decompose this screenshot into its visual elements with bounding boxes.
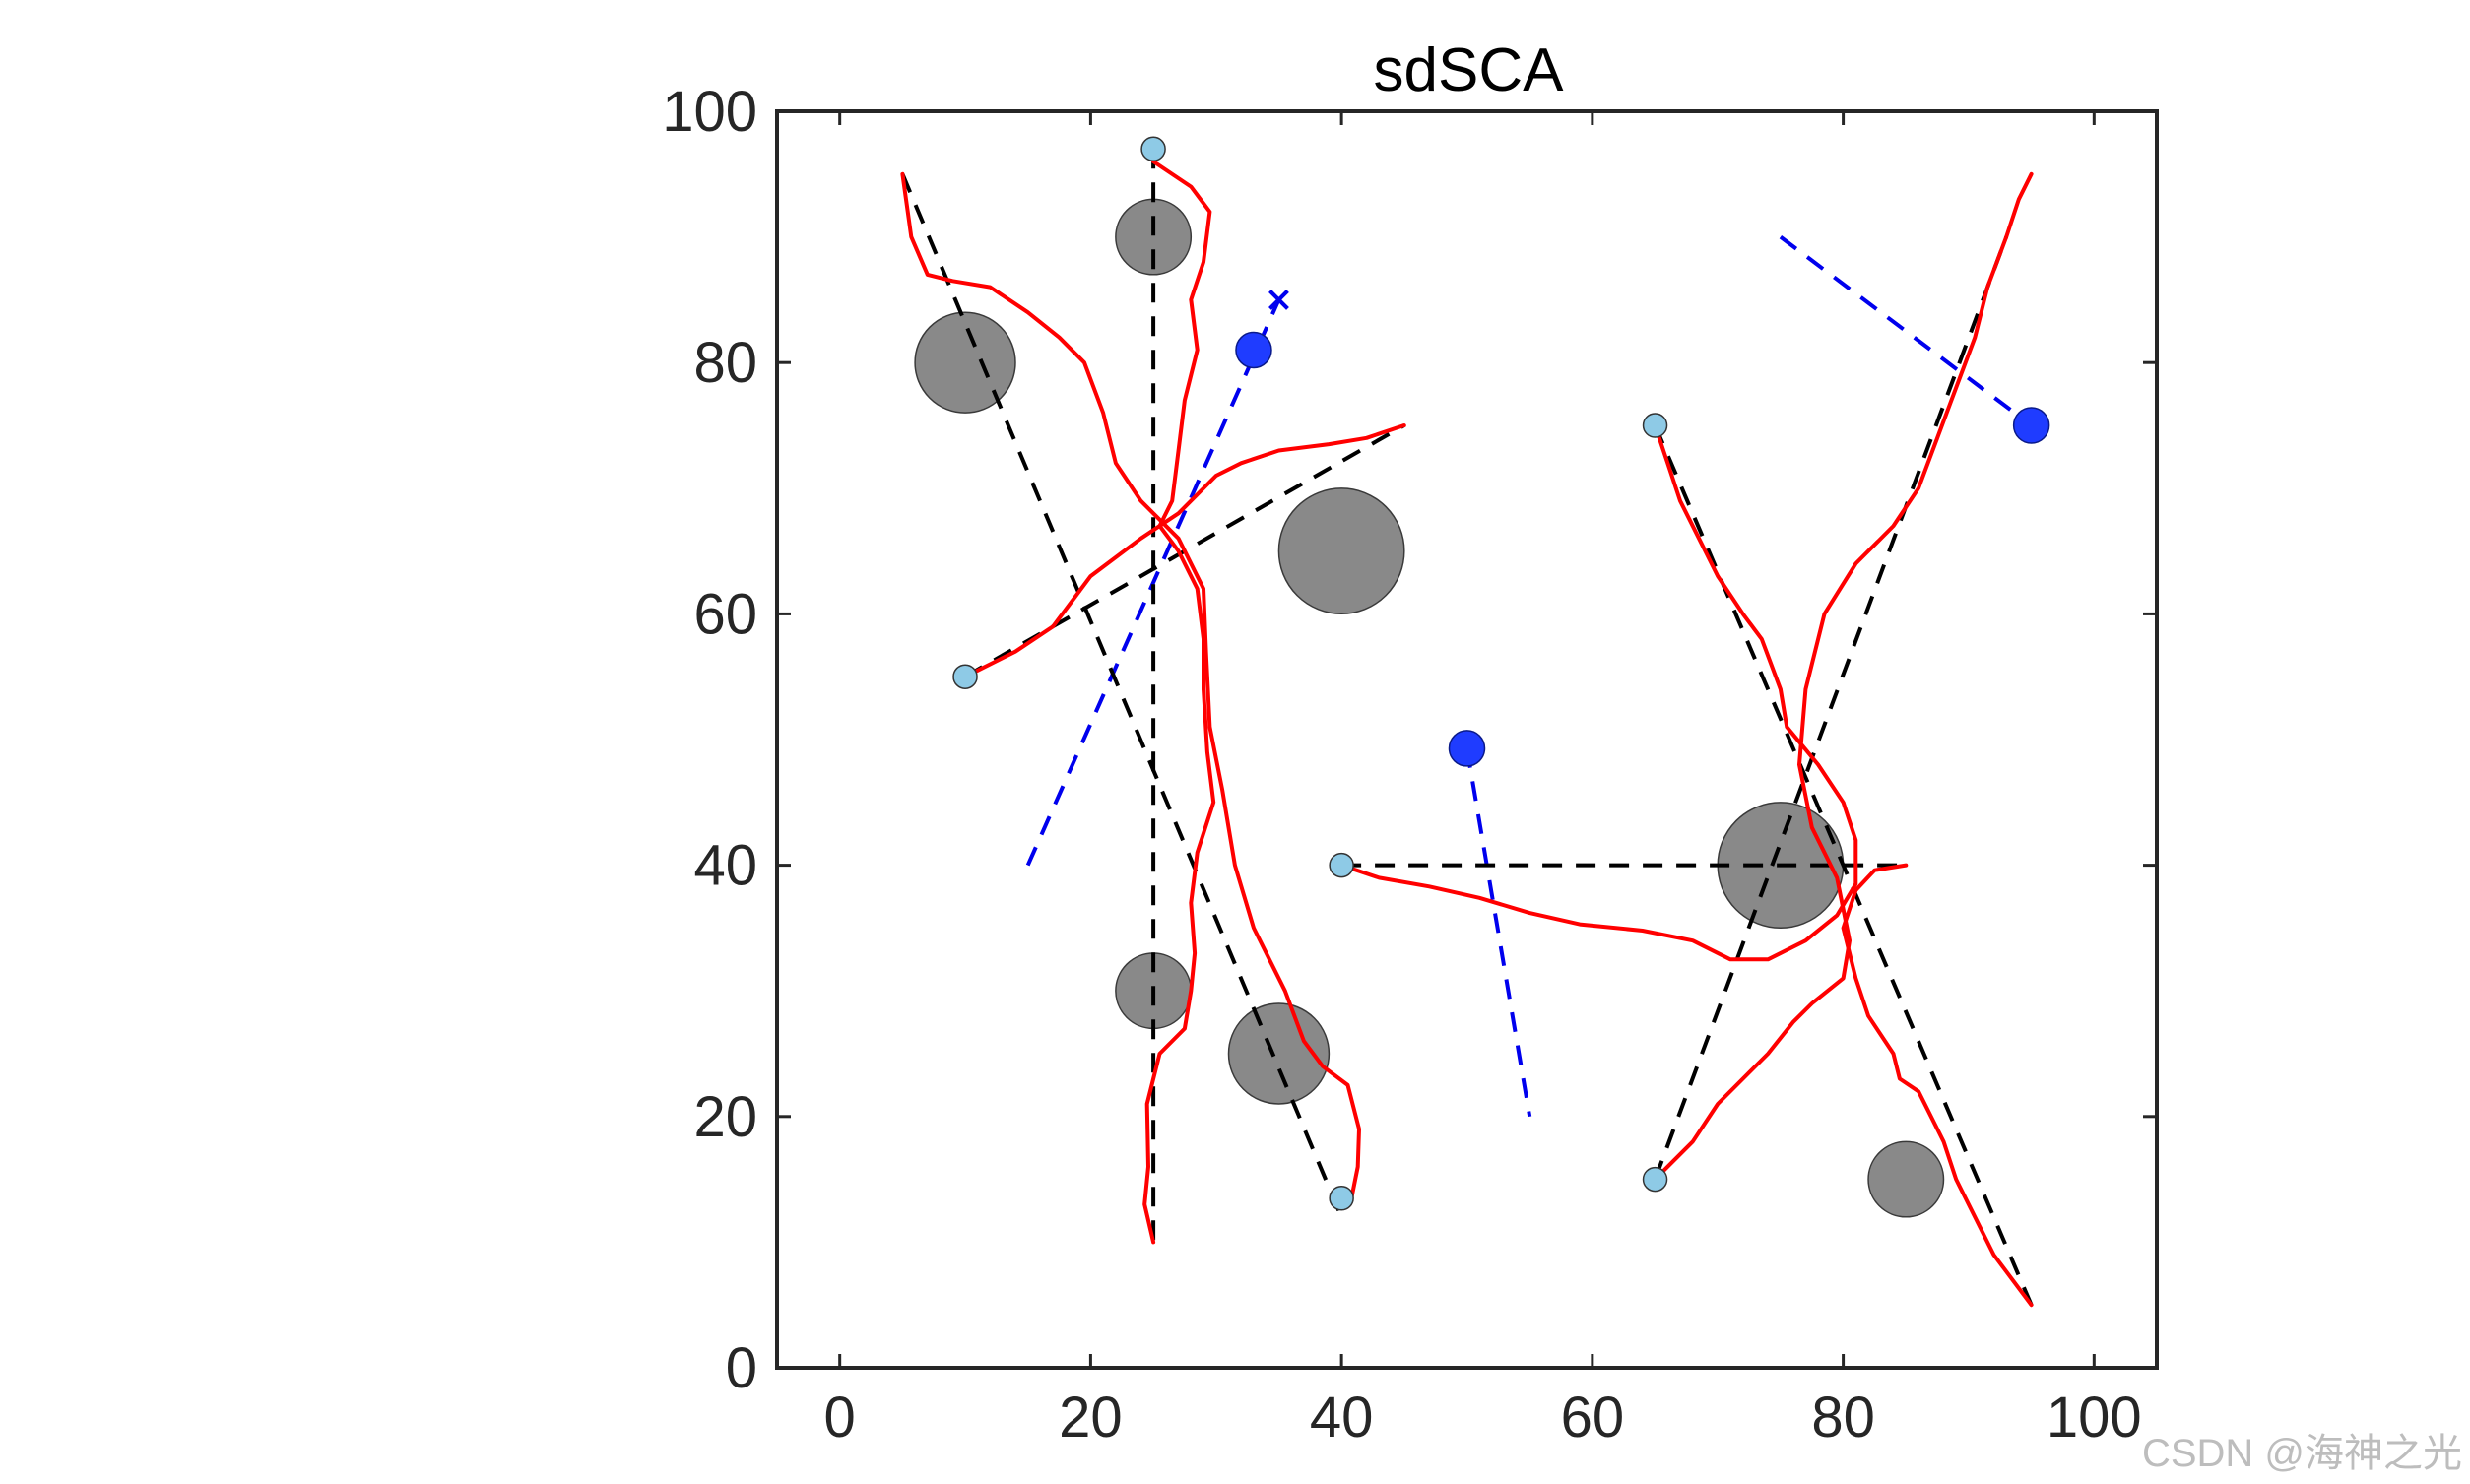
dynamic-obstacle-path-2 (1464, 747, 1532, 1118)
planned-path-6 (1653, 171, 2034, 1182)
x-tick-label: 80 (1811, 1386, 1875, 1450)
x-tick-label: 20 (1059, 1386, 1123, 1450)
start-point-4 (1329, 1185, 1354, 1211)
watermark: CSDN @海神之光 (2141, 1432, 2462, 1475)
start-point-2 (952, 664, 978, 689)
y-tick-label: 100 (662, 80, 757, 144)
x-tick-label: 100 (2047, 1386, 2142, 1450)
dynamic-obstacle-path-3 (1779, 235, 2033, 427)
y-tick-label: 40 (693, 834, 757, 898)
obstacle-7 (1867, 1140, 1945, 1218)
dynamic-obstacle-2 (1448, 730, 1486, 767)
reference-path-2 (900, 173, 1343, 1218)
dynamic-end-marker (1268, 289, 1289, 310)
y-tick-label: 60 (693, 582, 757, 646)
axis-ticks: 0 20 40 60 80 100 0 20 40 60 80 100 (662, 80, 2157, 1450)
obstacle-3 (1277, 487, 1405, 615)
dynamic-obstacle-1 (1235, 331, 1272, 369)
reference-path-5 (1653, 424, 2034, 1306)
y-tick-label: 0 (726, 1336, 757, 1400)
y-tick-label: 80 (693, 331, 757, 395)
plot-area (900, 136, 2050, 1308)
start-point-1 (1140, 136, 1166, 162)
start-point-3 (1329, 852, 1354, 878)
planned-path-1 (1142, 160, 1216, 1245)
chart-title: sdSCA (1374, 36, 1565, 104)
axes-box (775, 109, 2159, 1370)
planned-path-5 (1841, 863, 2034, 1308)
x-tick-label: 60 (1561, 1386, 1625, 1450)
dynamic-obstacle-3 (2012, 407, 2050, 444)
obstacle-5 (1227, 1002, 1331, 1105)
x-tick-label: 0 (824, 1386, 856, 1450)
y-tick-label: 20 (693, 1085, 757, 1149)
planned-path-4 (1339, 423, 1858, 962)
planned-path-2 (900, 171, 1361, 1200)
start-point-6 (1642, 1166, 1668, 1193)
dynamic-obstacle-path-1 (1025, 298, 1281, 867)
start-point-5 (1642, 413, 1668, 438)
x-tick-label: 40 (1310, 1386, 1374, 1450)
reference-path-6 (1653, 235, 2009, 1181)
planned-path-3 (963, 423, 1406, 679)
x-marker-stroke-b (1268, 289, 1289, 310)
obstacle-1 (914, 311, 1016, 414)
